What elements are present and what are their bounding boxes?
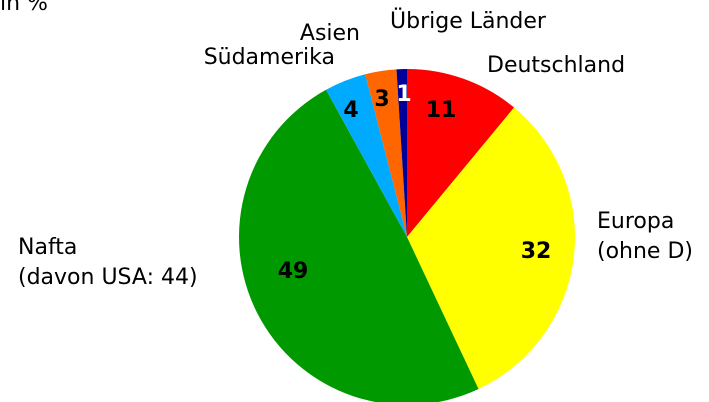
category-label: Südamerika [204, 45, 335, 70]
data-label: 3 [374, 87, 389, 112]
pie-slice [239, 89, 479, 402]
chart-subtitle: in % [0, 0, 48, 16]
category-label: Europa [597, 209, 674, 234]
pie-slice [407, 107, 576, 390]
category-label: (ohne D) [597, 239, 693, 264]
data-label: 11 [426, 98, 457, 123]
data-label: 1 [396, 82, 411, 107]
category-label: Deutschland [487, 53, 625, 78]
pie-slice [326, 74, 407, 237]
data-label: 4 [343, 98, 358, 123]
pie-slice [396, 69, 407, 237]
category-label: Nafta [18, 235, 77, 260]
data-label: 32 [521, 239, 552, 264]
data-label: 49 [278, 259, 309, 284]
category-label: (davon USA: 44) [18, 265, 198, 290]
category-label: Asien [300, 21, 360, 46]
category-label: Übrige Länder [390, 8, 547, 34]
pie-slice [407, 69, 515, 237]
pie-slice [365, 69, 407, 237]
